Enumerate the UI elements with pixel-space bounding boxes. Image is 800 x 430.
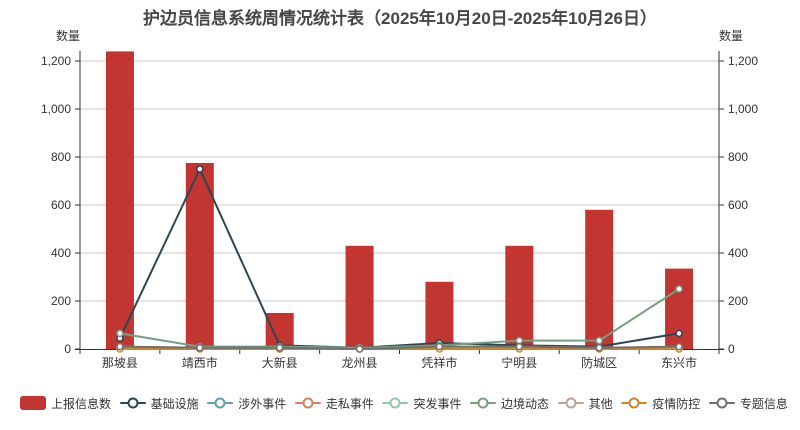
line-point	[355, 345, 364, 353]
line-series-1	[119, 168, 680, 349]
y-tick-label: 400	[728, 246, 748, 260]
line-series	[116, 165, 683, 353]
line-point	[675, 329, 683, 338]
legend-line-marker-icon	[119, 396, 146, 410]
bar-6	[585, 209, 614, 349]
legend-line-marker-icon	[207, 396, 234, 410]
x-category-label: 凭祥市	[421, 355, 457, 370]
bar-5	[505, 245, 534, 349]
y-tick-label: 1,200	[728, 54, 758, 68]
line-point	[595, 344, 603, 352]
legend-bar-marker-icon	[20, 396, 46, 410]
legend-label: 涉外事件	[238, 396, 287, 411]
x-category-label: 大新县	[262, 355, 298, 370]
y-tick-label: 400	[51, 246, 71, 260]
y-tick-label: 1,200	[41, 54, 71, 68]
y-tick-label: 1,000	[41, 102, 71, 116]
bar-4	[425, 281, 454, 349]
legend-item-3[interactable]: 走私事件	[294, 395, 374, 412]
legend-line-marker-icon	[621, 396, 648, 410]
line-point	[196, 165, 204, 173]
line-point	[116, 342, 124, 351]
legend-item-7[interactable]: 疫情防控	[621, 395, 700, 412]
legend-label: 突发事件	[413, 396, 462, 411]
bar-3	[345, 245, 374, 349]
legend-label: 上报信息数	[51, 396, 112, 411]
legend-line-marker-icon	[470, 396, 497, 410]
y-tick-label: 800	[51, 150, 71, 164]
legend-label: 专题信息	[739, 396, 788, 411]
y-tick-label: 600	[51, 198, 71, 212]
y-tick-label: 1,000	[728, 102, 758, 116]
y-axis-name-left: 数量	[56, 28, 80, 43]
legend-line-marker-icon	[382, 396, 409, 410]
x-category-label: 防城区	[581, 355, 617, 370]
line-point	[275, 344, 284, 352]
line-series-8	[119, 345, 680, 350]
legend-item-6[interactable]: 其他	[557, 395, 613, 412]
legend-item-0[interactable]: 上报信息数	[20, 395, 111, 412]
x-category-label: 那坡县	[102, 356, 138, 370]
legend-item-4[interactable]: 突发事件	[382, 395, 461, 412]
legend-item-5[interactable]: 边境动态	[470, 395, 549, 412]
line-point	[675, 342, 683, 351]
legend-label: 基础设施	[150, 396, 199, 411]
bar-0	[105, 51, 134, 350]
x-category-label: 靖西市	[182, 355, 218, 370]
line-point	[435, 342, 444, 351]
axis-labels: 0 0 200 200 400 400 600 600 800 800 1,000 1,000 1,20…	[41, 54, 758, 370]
x-category-label: 龙州县	[342, 356, 378, 370]
y-tick-label: 800	[728, 150, 748, 164]
legend-line-marker-icon	[557, 396, 584, 410]
legend-line-marker-icon	[294, 396, 321, 410]
chart-title: 护边员信息系统周情况统计表（2025年10月20日-2025年10月26日）	[143, 9, 657, 28]
bar-1	[185, 163, 214, 349]
y-tick-label: 200	[51, 294, 71, 308]
line-point	[196, 344, 204, 352]
y-axis-name-right: 数量	[719, 28, 743, 43]
y-tick-label: 200	[728, 294, 748, 308]
line-point	[515, 342, 524, 351]
legend-label: 其他	[588, 396, 613, 411]
line-point	[116, 329, 124, 338]
legend-label: 疫情防控	[652, 396, 701, 411]
x-category-label: 宁明县	[501, 355, 537, 370]
y-tick-label: 600	[728, 198, 748, 212]
legend-item-2[interactable]: 涉外事件	[207, 395, 286, 412]
legend-line-marker-icon	[708, 396, 735, 410]
legend: 上报信息数 基础设施 涉外事件 走私事件 突发事件 边境动态 其他 疫情防控 专题信息	[20, 391, 788, 415]
line-series-5	[119, 288, 680, 349]
legend-item-8[interactable]: 专题信息	[708, 395, 788, 412]
combo-chart: 数量 数量 0 0 200 200 400 400 600 600 800 800 1,000 1,0…	[41, 28, 758, 370]
y-tick-label: 0	[64, 342, 71, 356]
legend-item-1[interactable]: 基础设施	[119, 395, 199, 412]
line-point	[675, 285, 683, 293]
x-category-label: 东兴市	[661, 355, 697, 370]
legend-label: 边境动态	[501, 396, 550, 411]
bar-series	[105, 51, 694, 350]
gridlines	[80, 60, 719, 302]
axes	[75, 51, 724, 354]
y-tick-label: 0	[728, 342, 735, 356]
line-point	[515, 336, 524, 345]
legend-label: 走私事件	[325, 396, 374, 411]
line-point	[595, 336, 603, 345]
